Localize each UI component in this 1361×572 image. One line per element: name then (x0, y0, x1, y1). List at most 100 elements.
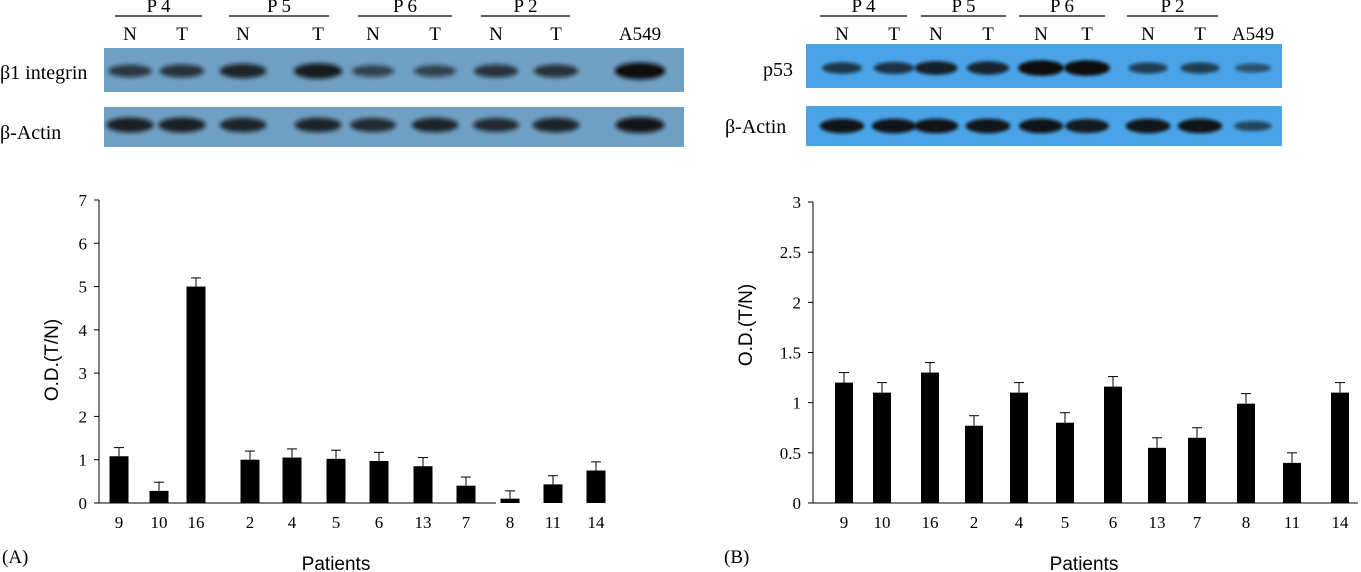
chart-b-x-tick-label: 2 (970, 513, 979, 532)
blot-b-protein-band (914, 61, 958, 75)
chart-b-x-tick-label: 4 (1015, 513, 1024, 532)
blot-a-lane-label: T (312, 24, 324, 45)
blot-b-protein-band (1234, 63, 1272, 73)
blot-a-protein-band (219, 63, 267, 79)
blot-b-control-label: β-Actin (725, 116, 786, 138)
chart-b-y-ticks: 0 0.5 1 1.5 2 2.5 3 (780, 193, 813, 513)
chart-a-bar (543, 484, 563, 503)
chart-a-bar (369, 461, 389, 503)
chart-b-x-tick-label: 5 (1061, 513, 1070, 532)
chart-b-bar (1331, 392, 1349, 503)
blot-b-control-band (819, 118, 865, 134)
chart-b-x-tick-label: 13 (1149, 513, 1166, 532)
chart-b-x-tick-label: 6 (1109, 513, 1118, 532)
blot-a-group-labels: P 4 P 5 P 6 P 2 (115, 0, 570, 17)
blot-b-protein-label: p53 (763, 59, 793, 81)
chart-b-bar (1148, 447, 1166, 503)
chart-a-x-tick-label: 8 (506, 513, 515, 532)
chart-b-x-tick-label: 14 (1332, 513, 1350, 532)
chart-a-x-tick-label: 11 (545, 513, 561, 532)
chart-a-y-tick-label: 3 (79, 364, 88, 383)
blot-b-protein-band (822, 62, 862, 74)
chart-a-y-tick-label: 7 (79, 191, 88, 210)
blot-b: P 4 P 5 P 6 P 2 N T N T N T N T A549 p53 β-Actin (725, 0, 1282, 146)
chart-b-y-tick-label: 1.5 (780, 344, 801, 363)
chart-a-x-tick-label: 6 (375, 513, 384, 532)
blot-b-control-bands (819, 118, 1272, 134)
chart-a-x-tick-label: 9 (115, 513, 124, 532)
blot-b-group-label: P 5 (951, 0, 975, 17)
blot-b-control-band (1177, 118, 1223, 134)
blot-b-protein-band (1180, 62, 1220, 74)
blot-b-protein-band (1018, 60, 1064, 76)
chart-a-bar (282, 457, 302, 503)
blot-b-lane-label: T (1194, 24, 1206, 45)
chart-b-y-tick-label: 1 (793, 394, 802, 413)
blot-b-group-labels: P 4 P 5 P 6 P 2 (820, 0, 1218, 17)
blot-b-lane-label: N (929, 24, 943, 45)
blot-a-group-label: P 6 (393, 0, 417, 17)
blot-b-lane-label: T (1081, 24, 1093, 45)
blot-a-control-band (219, 117, 267, 133)
blot-b-control-band (1234, 120, 1272, 132)
blot-b-control-band (913, 118, 959, 134)
chart-a-bar (149, 490, 169, 503)
chart-b-x-ticks: 9 10 16 2 4 5 6 13 7 8 11 14 (840, 513, 1349, 532)
blot-a-lane-labels: N T N T N T N T A549 (123, 24, 661, 45)
chart-b-y-tick-label: 2 (793, 293, 802, 312)
chart-a-bar (326, 458, 346, 503)
blot-a-protein-band (473, 64, 519, 78)
chart-a-y-ticks: 0 1 2 3 4 5 6 7 (79, 191, 99, 513)
chart-b-bar (873, 392, 891, 503)
blot-a-control-band (106, 117, 154, 133)
blot-a-lane-label: N (236, 24, 250, 45)
blot-a-lane-label: N (366, 24, 380, 45)
chart-a-bar (109, 456, 129, 503)
blot-a-protein-band (108, 64, 152, 78)
blot-a-control-band (411, 117, 459, 133)
blot-b-control-band (1125, 118, 1171, 134)
chart-a-x-tick-label: 14 (588, 513, 606, 532)
blot-b-lane-label: T (982, 24, 994, 45)
chart-a-x-tick-label: 13 (415, 513, 432, 532)
chart-a-x-tick-label: 2 (246, 513, 255, 532)
blot-a-group-label: P 4 (146, 0, 171, 17)
chart-a-bar (240, 459, 260, 503)
blot-a: P 4 P 5 P 6 P 2 N T N T N T N T A549 β1 integrin β-… (0, 0, 684, 147)
chart-a-bar (413, 466, 433, 503)
chart-a-bar (186, 286, 206, 503)
blot-a-group-label: P 5 (267, 0, 291, 17)
chart-b-x-tick-label: 9 (840, 513, 849, 532)
blot-b-lane-label: N (835, 24, 849, 45)
blot-a-control-band (532, 117, 580, 133)
blot-a-lane-label: T (550, 24, 562, 45)
blot-b-protein-band (966, 61, 1010, 75)
chart-a-x-tick-label: 16 (188, 513, 205, 532)
chart-b-y-tick-label: 3 (793, 193, 802, 212)
chart-b-bar (1010, 392, 1028, 503)
blot-a-protein-label: β1 integrin (0, 62, 87, 84)
chart-b-bar (1283, 462, 1301, 503)
blot-a-control-band (615, 117, 665, 133)
blot-a-control-band (350, 118, 396, 132)
blot-a-group-label: P 2 (513, 0, 537, 17)
chart-b-y-tick-label: 0.5 (780, 444, 801, 463)
chart-a-y-axis-label: O.D.(T/N) (42, 319, 63, 401)
chart-a-bar (456, 485, 476, 503)
chart-b-bar (1237, 403, 1255, 503)
blot-a-control-band (473, 118, 519, 132)
blot-a-protein-band (533, 64, 579, 78)
blot-b-protein-band (1128, 62, 1168, 74)
chart-b-bar (965, 425, 983, 503)
blot-a-control-label: β-Actin (0, 122, 61, 144)
chart-a-y-tick-label: 1 (79, 451, 88, 470)
chart-a-y-tick-label: 2 (79, 407, 88, 426)
chart-a-bars (109, 277, 606, 503)
blot-a-control-bands (106, 117, 665, 133)
blot-b-lane-label: A549 (1232, 24, 1274, 45)
blot-a-lane-label: N (123, 24, 137, 45)
chart-b-y-axis-label: O.D.(T/N) (736, 284, 757, 366)
blot-b-lane-label: N (1141, 24, 1155, 45)
chart-b-x-tick-label: 16 (922, 513, 939, 532)
blot-a-protein-band (413, 65, 457, 77)
